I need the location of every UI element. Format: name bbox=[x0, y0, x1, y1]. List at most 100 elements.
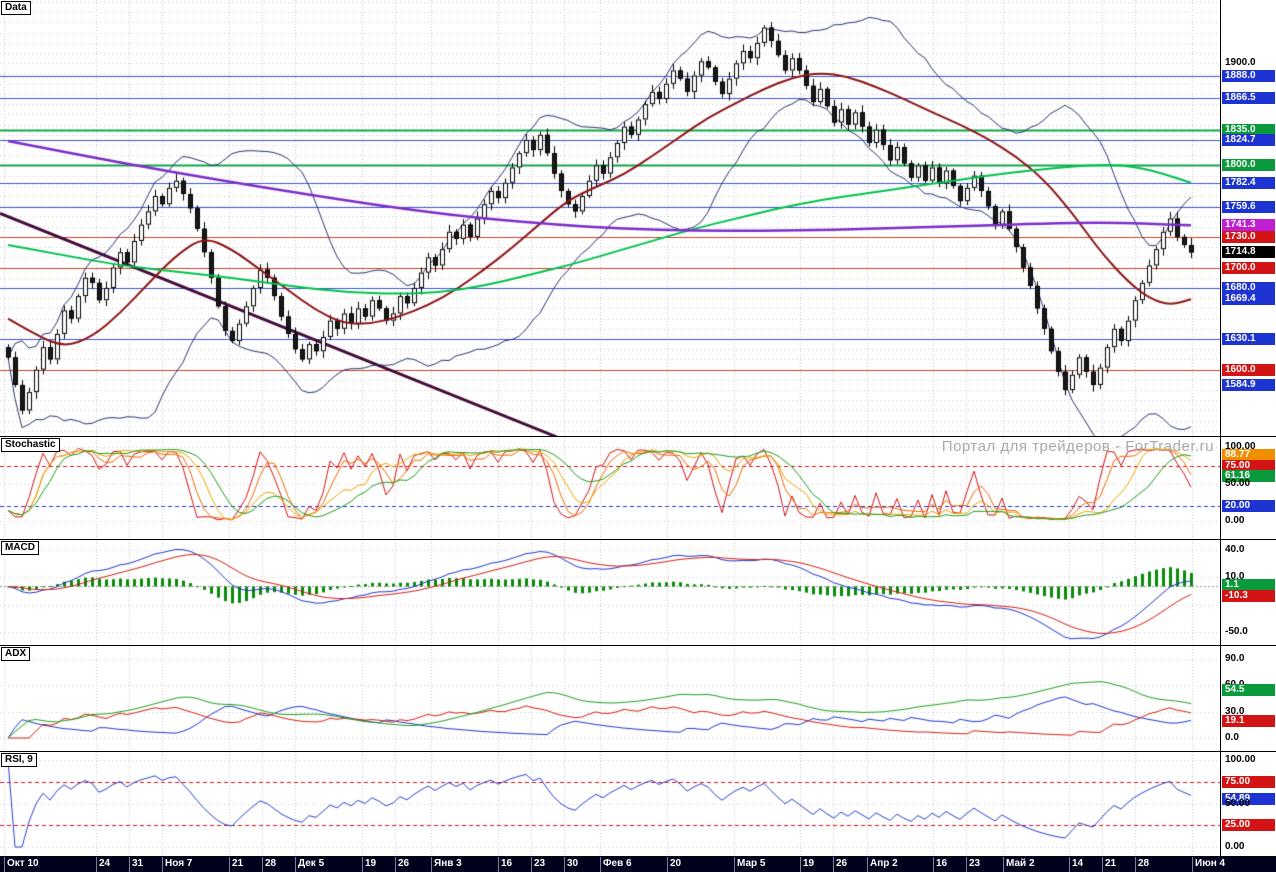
time-tick-label: Апр 2 bbox=[870, 858, 898, 869]
adx-panel: 90.060.054.530.019.10.0 ADX bbox=[0, 646, 1276, 752]
adx-axis: 90.060.054.530.019.10.0 bbox=[1220, 646, 1276, 751]
time-tick-label: 21 bbox=[232, 858, 244, 869]
time-tick-label: 24 bbox=[99, 858, 111, 869]
time-tick-label: Окт 10 bbox=[7, 858, 39, 869]
time-tick-mark bbox=[667, 857, 668, 872]
time-tick-mark bbox=[966, 857, 967, 872]
time-tick-label: Май 2 bbox=[1006, 858, 1035, 869]
stochastic-axis: 100.00 88.77 75.00 61.16 50.00 20.00 0.00 bbox=[1220, 437, 1276, 539]
axis-tick: 10.0 bbox=[1225, 571, 1245, 583]
time-tick-mark bbox=[867, 857, 868, 872]
axis-badge: 1741.3 bbox=[1222, 219, 1275, 232]
time-tick-mark bbox=[600, 857, 601, 872]
rsi-axis: 100.00 75.00 54.89 50.00 25.00 0.00 bbox=[1220, 752, 1276, 856]
time-tick-mark bbox=[129, 857, 130, 872]
time-tick-mark bbox=[229, 857, 230, 872]
time-tick-label: Янв 3 bbox=[434, 858, 462, 869]
time-tick-mark bbox=[1069, 857, 1070, 872]
axis-badge: 1.1 bbox=[1222, 579, 1275, 592]
axis-badge: 1800.0 bbox=[1222, 159, 1275, 172]
time-tick-label: 21 bbox=[1105, 858, 1117, 869]
axis-badge: 75.00 bbox=[1222, 459, 1275, 472]
rsi-panel: 100.00 75.00 54.89 50.00 25.00 0.00 RSI, 9 bbox=[0, 752, 1276, 857]
time-tick-label: Мар 5 bbox=[737, 858, 766, 869]
time-tick-mark bbox=[96, 857, 97, 872]
axis-badge: -10.3 bbox=[1222, 589, 1275, 602]
time-tick-mark bbox=[431, 857, 432, 872]
axis-tick: 100.00 bbox=[1225, 754, 1256, 765]
time-tick-mark bbox=[162, 857, 163, 872]
time-tick-mark bbox=[1135, 857, 1136, 872]
axis-badge: 1700.0 bbox=[1222, 261, 1275, 274]
price-chart-canvas[interactable] bbox=[0, 0, 1220, 436]
macd-axis: 40.0 10.0 1.1 -10.3 -50.0 bbox=[1220, 540, 1276, 645]
axis-badge: 1888.0 bbox=[1222, 69, 1275, 82]
axis-badge: 1669.4 bbox=[1222, 292, 1275, 305]
panel-label-stochastic: Stochastic bbox=[1, 438, 60, 452]
axis-tick: 40.0 bbox=[1225, 544, 1245, 555]
axis-badge: 75.00 bbox=[1222, 775, 1275, 788]
time-tick-mark bbox=[531, 857, 532, 872]
axis-tick: 0.0 bbox=[1225, 732, 1239, 743]
axis-badge: 1824.7 bbox=[1222, 134, 1275, 147]
price-panel: 1900.0 1888.0 1866.5 1835.0 1824.7 1800.0 1782… bbox=[0, 0, 1276, 437]
time-tick-label: 26 bbox=[836, 858, 848, 869]
time-tick-mark bbox=[1192, 857, 1193, 872]
stochastic-panel: 100.00 88.77 75.00 61.16 50.00 20.00 0.00 Stoc… bbox=[0, 437, 1276, 540]
panel-label-data: Data bbox=[1, 1, 31, 15]
axis-tick: 0.00 bbox=[1225, 841, 1245, 852]
time-tick-label: 19 bbox=[365, 858, 377, 869]
axis-badge: 1584.9 bbox=[1222, 379, 1275, 392]
time-tick-mark bbox=[564, 857, 565, 872]
axis-badge: 1600.0 bbox=[1222, 363, 1275, 376]
axis-tick: 0.00 bbox=[1225, 515, 1245, 526]
time-tick-mark bbox=[1102, 857, 1103, 872]
axis-badge: 54.5 bbox=[1222, 684, 1275, 697]
axis-tick: 30.0 bbox=[1225, 705, 1245, 717]
axis-badge: 1759.6 bbox=[1222, 200, 1275, 213]
time-tick-mark bbox=[395, 857, 396, 872]
time-tick-label: 30 bbox=[567, 858, 579, 869]
time-tick-mark bbox=[833, 857, 834, 872]
macd-canvas[interactable] bbox=[0, 540, 1220, 645]
time-axis[interactable]: Окт 10 24 31 Ноя 7 21 28 Дек 5 19 26 Янв 3 16 23 30 Ф… bbox=[0, 857, 1276, 872]
time-tick-label: Ноя 7 bbox=[165, 858, 193, 869]
axis-tick: 100.00 bbox=[1225, 441, 1256, 452]
axis-badge: 88.77 bbox=[1222, 449, 1275, 462]
axis-badge: 1680.0 bbox=[1222, 281, 1275, 294]
price-axis: 1900.0 1888.0 1866.5 1835.0 1824.7 1800.0 1782… bbox=[1220, 0, 1276, 436]
axis-tick: 1900.0 bbox=[1225, 57, 1256, 69]
time-tick-label: 14 bbox=[1072, 858, 1084, 869]
macd-panel: 40.0 10.0 1.1 -10.3 -50.0 MACD bbox=[0, 540, 1276, 646]
time-tick-mark bbox=[295, 857, 296, 872]
time-tick-mark bbox=[262, 857, 263, 872]
time-tick-label: 28 bbox=[1138, 858, 1150, 869]
panel-label-macd: MACD bbox=[1, 541, 39, 555]
time-tick-label: 31 bbox=[132, 858, 144, 869]
stochastic-canvas[interactable] bbox=[0, 437, 1220, 539]
time-tick-label: 28 bbox=[265, 858, 277, 869]
panel-label-adx: ADX bbox=[1, 647, 31, 661]
axis-tick: 50.00 bbox=[1225, 478, 1251, 489]
time-tick-label: 26 bbox=[398, 858, 410, 869]
time-tick-mark bbox=[800, 857, 801, 872]
axis-badge: 1730.0 bbox=[1222, 230, 1275, 243]
axis-badge: 19.1 bbox=[1222, 715, 1275, 728]
time-tick-mark bbox=[362, 857, 363, 872]
time-tick-label: 19 bbox=[803, 858, 815, 869]
panel-label-rsi: RSI, 9 bbox=[1, 753, 37, 767]
adx-canvas[interactable] bbox=[0, 646, 1220, 751]
axis-tick: -50.0 bbox=[1225, 626, 1248, 637]
time-tick-label: 23 bbox=[534, 858, 546, 869]
axis-badge: 20.00 bbox=[1222, 500, 1275, 513]
axis-badge: 1630.1 bbox=[1222, 332, 1275, 345]
time-tick-mark bbox=[734, 857, 735, 872]
time-tick-mark bbox=[4, 857, 5, 872]
time-tick-label: 20 bbox=[670, 858, 682, 869]
time-tick-label: Фев 6 bbox=[603, 858, 632, 869]
time-tick-mark bbox=[1003, 857, 1004, 872]
axis-badge: 25.00 bbox=[1222, 819, 1275, 832]
time-tick-label: 23 bbox=[969, 858, 981, 869]
axis-badge: 1835.0 bbox=[1222, 123, 1275, 136]
rsi-canvas[interactable] bbox=[0, 752, 1220, 856]
